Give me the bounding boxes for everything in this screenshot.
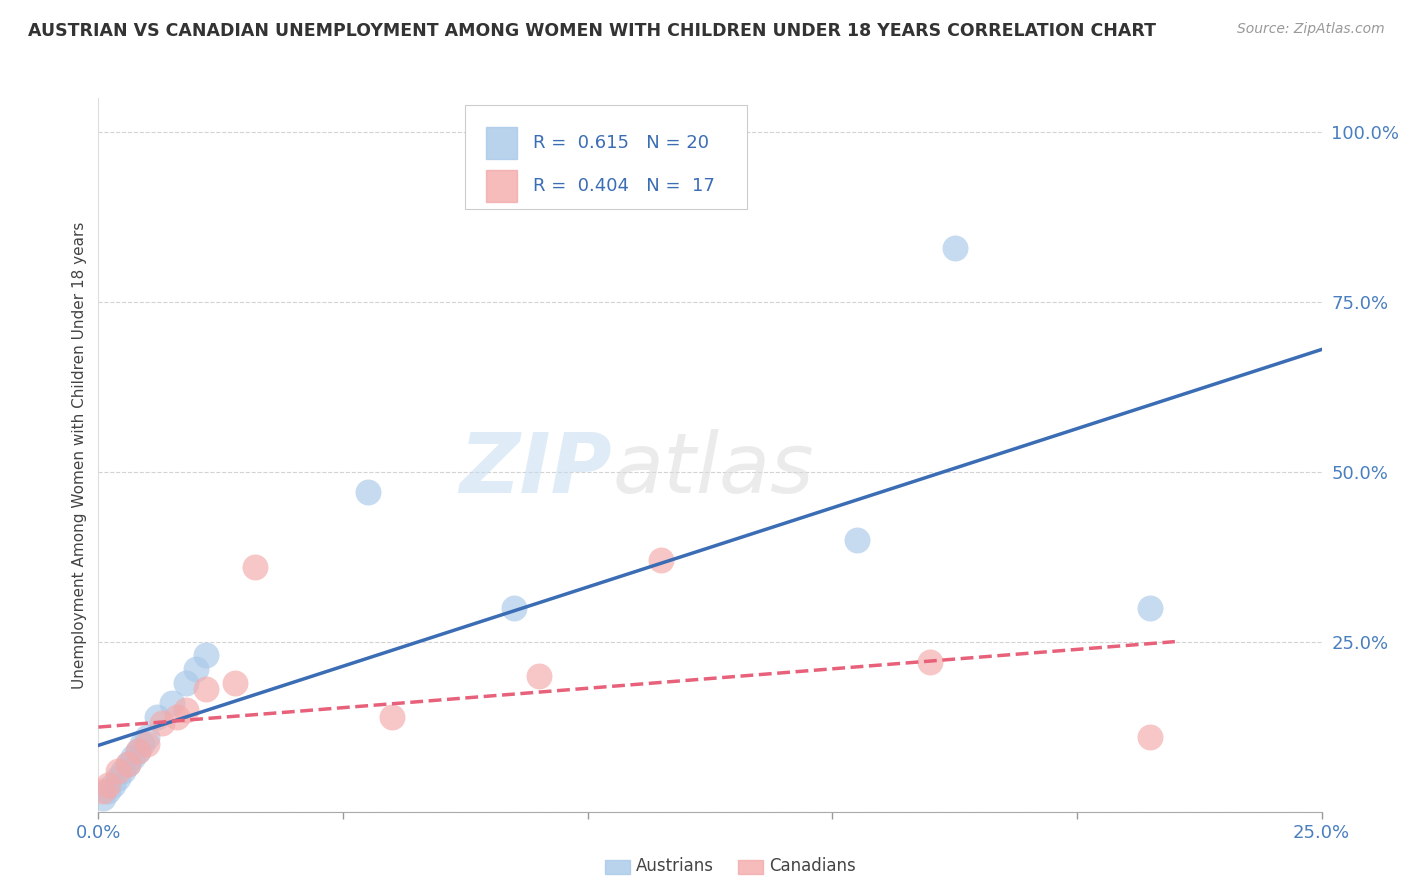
Text: Source: ZipAtlas.com: Source: ZipAtlas.com: [1237, 22, 1385, 37]
Point: [160, 696, 183, 710]
Bar: [486, 169, 517, 202]
Text: Canadians: Canadians: [769, 857, 856, 875]
Point: [920, 655, 942, 669]
Point: [101, 778, 124, 792]
Bar: [486, 127, 517, 159]
Point: [356, 485, 378, 500]
Text: R =  0.615   N = 20: R = 0.615 N = 20: [533, 134, 709, 152]
Point: [117, 757, 139, 772]
Point: [166, 709, 188, 723]
Point: [107, 771, 129, 785]
Point: [845, 533, 868, 547]
Point: [97, 784, 120, 798]
Point: [146, 709, 169, 723]
Point: [121, 750, 143, 764]
Point: [503, 600, 526, 615]
Point: [131, 737, 153, 751]
Point: [381, 709, 404, 723]
Point: [243, 560, 266, 574]
Point: [527, 669, 550, 683]
Text: atlas: atlas: [612, 429, 814, 509]
Point: [97, 778, 120, 792]
Point: [127, 743, 149, 757]
Point: [943, 241, 966, 255]
Point: [186, 662, 208, 676]
Point: [150, 716, 173, 731]
Point: [91, 791, 114, 805]
Point: [1139, 730, 1161, 744]
Text: Austrians: Austrians: [636, 857, 713, 875]
Text: ZIP: ZIP: [460, 429, 612, 509]
Y-axis label: Unemployment Among Women with Children Under 18 years: Unemployment Among Women with Children U…: [72, 221, 87, 689]
Point: [224, 675, 246, 690]
Point: [1139, 600, 1161, 615]
FancyBboxPatch shape: [465, 105, 747, 209]
Point: [136, 737, 159, 751]
Point: [111, 764, 134, 778]
Text: R =  0.404   N =  17: R = 0.404 N = 17: [533, 177, 714, 194]
Text: AUSTRIAN VS CANADIAN UNEMPLOYMENT AMONG WOMEN WITH CHILDREN UNDER 18 YEARS CORRE: AUSTRIAN VS CANADIAN UNEMPLOYMENT AMONG …: [28, 22, 1156, 40]
Point: [117, 757, 139, 772]
Point: [107, 764, 129, 778]
Point: [195, 682, 218, 697]
Point: [91, 784, 114, 798]
Point: [176, 703, 198, 717]
Point: [195, 648, 218, 663]
Point: [127, 743, 149, 757]
Point: [650, 553, 672, 567]
Point: [136, 730, 159, 744]
Point: [176, 675, 198, 690]
